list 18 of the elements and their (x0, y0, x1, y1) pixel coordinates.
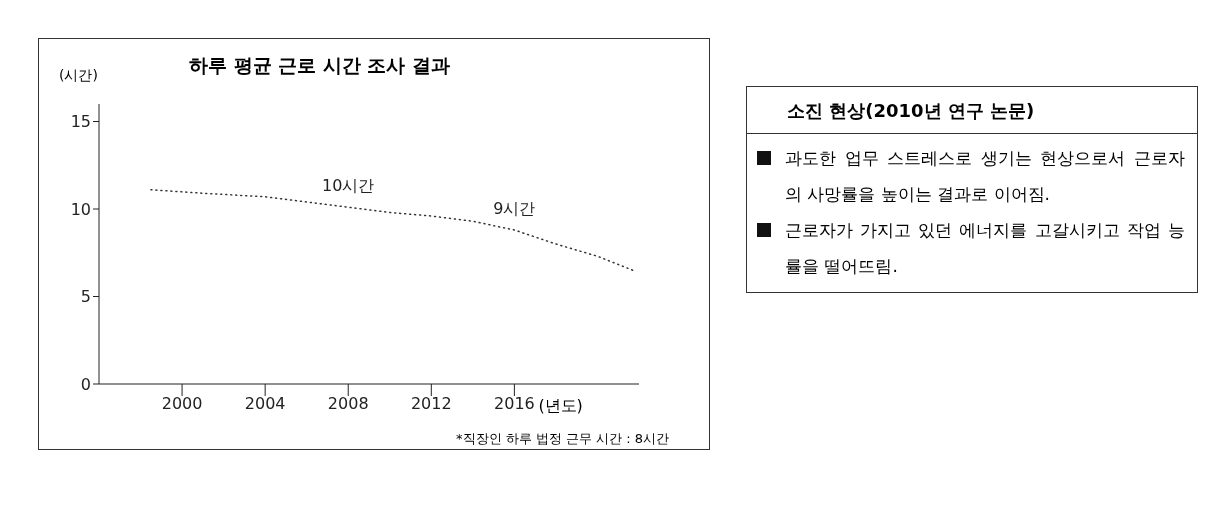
y-axis-title: (시간) (59, 67, 98, 85)
x-axis-title: (년도) (538, 396, 583, 417)
annotation: 10시간 (322, 176, 375, 196)
y-tick-label: 5 (80, 287, 91, 307)
text: 과도한 업무 스트레스로 생기는 현상으로서 근로자의 사망률을 높이는 결과로 이어짐. (785, 147, 1185, 206)
annotation: 9시간 (493, 199, 536, 218)
y-tick-label: 15 (70, 112, 91, 132)
y-tick-label: 0 (80, 374, 91, 394)
x-tick-label: 2004 (244, 394, 286, 414)
x-tick-label: 2008 (327, 394, 369, 414)
text: *직장인 하루 법정 근무 시간 : 8시간 (456, 430, 669, 448)
chart-title: 하루 평균 근로 시간 조사 결과 (189, 53, 451, 78)
y-tick-label: 10 (70, 199, 91, 219)
x-tick-label: 2012 (410, 394, 452, 414)
text: 근로자가 가지고 있던 에너지를 고갈시키고 작업 능률을 떨어뜨림. (785, 219, 1185, 278)
x-tick-label: 2016 (494, 394, 535, 414)
x-tick-label: 2000 (161, 394, 203, 414)
text: 소진 현상(2010년 연구 논문) (747, 87, 1197, 134)
